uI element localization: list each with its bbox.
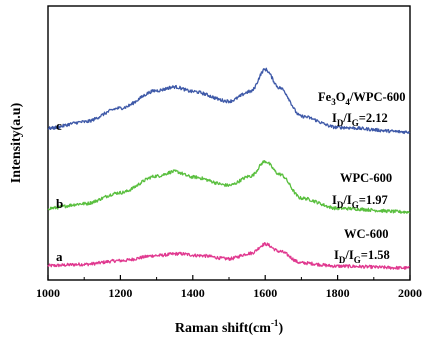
ratio-a-value: =1.58 [361, 248, 390, 262]
annotation-a-ratio: ID/IG=1.58 [334, 248, 390, 265]
ratio-c-value: =2.12 [359, 111, 388, 125]
annotation-c-o: O [336, 90, 346, 104]
ratio-a-s1: D [339, 255, 346, 265]
series-letter-a: a [56, 249, 63, 264]
ratio-b-slash: / [342, 193, 347, 207]
ratio-b-i2: I [347, 193, 352, 207]
ratio-c-i1: I [332, 111, 337, 125]
x-axis-label: Raman shift(cm-1) [175, 318, 284, 336]
x-tick-label-1000: 1000 [36, 286, 60, 300]
x-tick-label-1400: 1400 [181, 286, 205, 300]
series-line-a [47, 242, 410, 270]
x-axis-ticks: 1000 1200 1400 1600 1800 2000 [36, 275, 422, 300]
annotation-c-rest: /WPC-600 [349, 90, 406, 104]
annotation-b-name: WPC-600 [340, 171, 392, 185]
series-letter-b: b [56, 196, 63, 211]
annotation-c-sub3: 3 [331, 97, 336, 107]
series-layer [47, 67, 411, 270]
ratio-c-slash: / [342, 111, 347, 125]
annotation-c-fe: Fe [318, 90, 332, 104]
ratio-c-i2: I [347, 111, 352, 125]
ratio-a-slash: / [344, 248, 349, 262]
ratio-c-s1: D [337, 118, 344, 128]
ratio-a-s2: G [354, 255, 361, 265]
x-axis-label-main: Raman shift(cm [175, 321, 271, 336]
annotation-b-ratio: ID/IG=1.97 [332, 193, 388, 210]
ratio-b-s2: G [352, 200, 359, 210]
ratio-b-s1: D [337, 200, 344, 210]
ratio-a-i2: I [349, 248, 354, 262]
x-tick-label-1200: 1200 [108, 286, 132, 300]
annotation-c-sub4: 4 [345, 97, 350, 107]
y-axis-label: Intensity(a.u) [9, 102, 24, 183]
ratio-b-value: =1.97 [359, 193, 388, 207]
series-line-b [47, 160, 411, 214]
ratio-c-s2: G [352, 118, 359, 128]
annotation-a-name: WC-600 [344, 227, 388, 241]
annotation-c-name: Fe3O4/WPC-600 [318, 90, 405, 107]
annotation-c-ratio: ID/IG=2.12 [332, 111, 388, 128]
series-letter-c: c [56, 118, 62, 133]
x-tick-label-2000: 2000 [398, 286, 422, 300]
ratio-b-i1: I [332, 193, 337, 207]
series-line-c [47, 67, 411, 135]
x-tick-label-1800: 1800 [326, 286, 350, 300]
x-axis-label-end: ) [278, 321, 283, 336]
x-tick-label-1600: 1600 [253, 286, 277, 300]
x-axis-label-sup: -1 [271, 318, 279, 328]
ratio-a-i1: I [334, 248, 339, 262]
